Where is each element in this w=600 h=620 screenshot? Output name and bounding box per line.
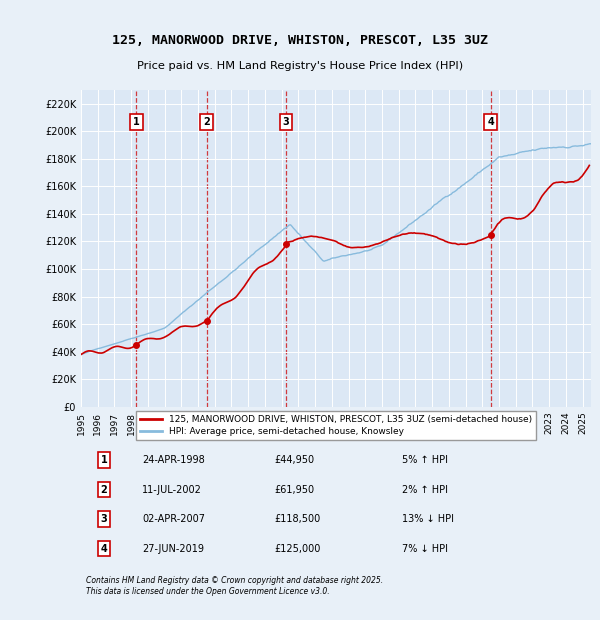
Legend: 125, MANORWOOD DRIVE, WHISTON, PRESCOT, L35 3UZ (semi-detached house), HPI: Aver: 125, MANORWOOD DRIVE, WHISTON, PRESCOT, … — [136, 411, 536, 440]
Text: £118,500: £118,500 — [275, 514, 321, 524]
Text: 2: 2 — [101, 485, 107, 495]
Text: 11-JUL-2002: 11-JUL-2002 — [142, 485, 202, 495]
Text: £125,000: £125,000 — [275, 544, 321, 554]
Text: £61,950: £61,950 — [275, 485, 315, 495]
Text: 125, MANORWOOD DRIVE, WHISTON, PRESCOT, L35 3UZ: 125, MANORWOOD DRIVE, WHISTON, PRESCOT, … — [112, 34, 488, 46]
Text: 2% ↑ HPI: 2% ↑ HPI — [403, 485, 448, 495]
Text: £44,950: £44,950 — [275, 455, 315, 465]
Text: 3: 3 — [101, 514, 107, 524]
Text: Price paid vs. HM Land Registry's House Price Index (HPI): Price paid vs. HM Land Registry's House … — [137, 61, 463, 71]
Text: 13% ↓ HPI: 13% ↓ HPI — [403, 514, 454, 524]
Text: 3: 3 — [283, 117, 289, 126]
Text: 4: 4 — [487, 117, 494, 126]
Text: 2: 2 — [203, 117, 210, 126]
Text: 5% ↑ HPI: 5% ↑ HPI — [403, 455, 448, 465]
Text: 4: 4 — [101, 544, 107, 554]
Text: 7% ↓ HPI: 7% ↓ HPI — [403, 544, 448, 554]
Text: 1: 1 — [133, 117, 140, 126]
Text: 1: 1 — [101, 455, 107, 465]
Text: 27-JUN-2019: 27-JUN-2019 — [142, 544, 204, 554]
Text: Contains HM Land Registry data © Crown copyright and database right 2025.
This d: Contains HM Land Registry data © Crown c… — [86, 576, 383, 596]
Text: 02-APR-2007: 02-APR-2007 — [142, 514, 205, 524]
Text: 24-APR-1998: 24-APR-1998 — [142, 455, 205, 465]
